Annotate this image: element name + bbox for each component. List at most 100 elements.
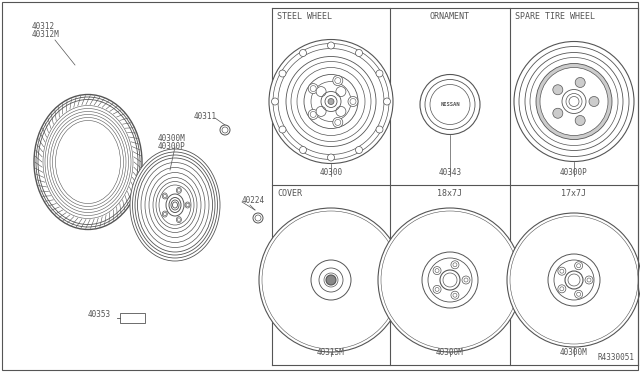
Polygon shape — [476, 286, 515, 310]
Text: 40315M: 40315M — [317, 348, 345, 357]
Circle shape — [308, 84, 318, 94]
Circle shape — [565, 271, 583, 289]
Text: 40312: 40312 — [32, 22, 55, 31]
Circle shape — [575, 290, 582, 298]
Text: R4330051: R4330051 — [598, 353, 635, 362]
Text: ORNAMENT: ORNAMENT — [430, 12, 470, 21]
Text: 40311: 40311 — [194, 112, 217, 121]
Circle shape — [553, 85, 563, 95]
Text: 40300M: 40300M — [560, 348, 588, 357]
Text: SPARE TIRE WHEEL: SPARE TIRE WHEEL — [515, 12, 595, 21]
Circle shape — [462, 276, 470, 284]
Polygon shape — [385, 286, 424, 310]
Circle shape — [536, 64, 612, 140]
Polygon shape — [440, 308, 460, 346]
Text: 40300M: 40300M — [158, 134, 186, 143]
Polygon shape — [284, 295, 321, 339]
Polygon shape — [531, 226, 561, 260]
Polygon shape — [598, 252, 634, 274]
Circle shape — [514, 42, 634, 161]
Polygon shape — [349, 249, 396, 276]
FancyBboxPatch shape — [433, 99, 467, 110]
Ellipse shape — [130, 149, 220, 261]
Text: 40224: 40224 — [242, 196, 265, 205]
Circle shape — [333, 118, 343, 128]
Polygon shape — [319, 214, 342, 260]
Circle shape — [279, 126, 286, 133]
Circle shape — [507, 213, 640, 347]
Polygon shape — [476, 250, 515, 274]
Circle shape — [376, 126, 383, 133]
Polygon shape — [514, 252, 550, 274]
Polygon shape — [564, 306, 584, 341]
Circle shape — [316, 87, 326, 97]
Circle shape — [333, 76, 343, 86]
Circle shape — [451, 261, 459, 269]
Polygon shape — [284, 221, 321, 265]
Text: 18x7J: 18x7J — [438, 189, 463, 198]
Polygon shape — [319, 300, 342, 346]
Text: 40300P: 40300P — [560, 168, 588, 177]
Circle shape — [316, 106, 326, 116]
Text: 40343: 40343 — [438, 168, 461, 177]
Circle shape — [433, 285, 441, 294]
FancyBboxPatch shape — [432, 98, 468, 111]
Circle shape — [279, 70, 286, 77]
Polygon shape — [266, 284, 313, 311]
Polygon shape — [403, 221, 436, 259]
Circle shape — [300, 147, 307, 154]
Polygon shape — [465, 221, 497, 259]
Polygon shape — [341, 295, 378, 339]
Circle shape — [328, 154, 335, 161]
Circle shape — [348, 96, 358, 106]
Text: STEEL WHEEL: STEEL WHEEL — [277, 12, 332, 21]
Circle shape — [585, 276, 593, 284]
Polygon shape — [266, 249, 313, 276]
Circle shape — [575, 262, 582, 270]
Text: 40353: 40353 — [88, 310, 111, 319]
Circle shape — [440, 270, 460, 290]
Circle shape — [553, 108, 563, 118]
Polygon shape — [598, 286, 634, 308]
Polygon shape — [465, 301, 497, 339]
Circle shape — [540, 67, 608, 135]
Polygon shape — [514, 286, 550, 308]
Circle shape — [575, 116, 585, 125]
Circle shape — [328, 99, 334, 105]
Polygon shape — [349, 284, 396, 311]
Polygon shape — [588, 299, 617, 334]
Circle shape — [271, 98, 278, 105]
Circle shape — [420, 74, 480, 135]
Polygon shape — [564, 219, 584, 254]
Text: COVER: COVER — [277, 189, 302, 198]
Text: 40300M: 40300M — [436, 348, 464, 357]
Circle shape — [300, 49, 307, 57]
Circle shape — [558, 285, 566, 293]
Text: NISSAN: NISSAN — [440, 102, 460, 107]
Polygon shape — [440, 214, 460, 252]
Ellipse shape — [34, 94, 142, 230]
Circle shape — [336, 87, 346, 97]
Polygon shape — [341, 221, 378, 265]
Circle shape — [558, 267, 566, 275]
Circle shape — [575, 77, 585, 87]
Circle shape — [451, 291, 459, 299]
Circle shape — [355, 49, 362, 57]
Circle shape — [433, 267, 441, 275]
Circle shape — [589, 96, 599, 106]
Polygon shape — [385, 250, 424, 274]
Text: 40300: 40300 — [319, 168, 342, 177]
Circle shape — [376, 70, 383, 77]
Circle shape — [259, 208, 403, 352]
Text: 17x7J: 17x7J — [561, 189, 586, 198]
Circle shape — [269, 39, 393, 164]
Text: 40300P: 40300P — [158, 142, 186, 151]
Circle shape — [355, 147, 362, 154]
Circle shape — [383, 98, 390, 105]
Polygon shape — [531, 299, 561, 334]
Polygon shape — [588, 226, 617, 260]
Polygon shape — [403, 301, 436, 339]
Circle shape — [308, 109, 318, 119]
FancyBboxPatch shape — [120, 313, 145, 323]
Circle shape — [336, 106, 346, 116]
